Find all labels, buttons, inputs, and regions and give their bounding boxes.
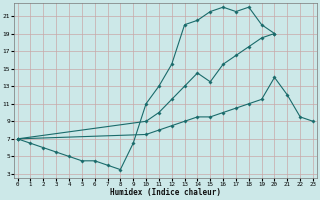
X-axis label: Humidex (Indice chaleur): Humidex (Indice chaleur): [110, 188, 221, 197]
